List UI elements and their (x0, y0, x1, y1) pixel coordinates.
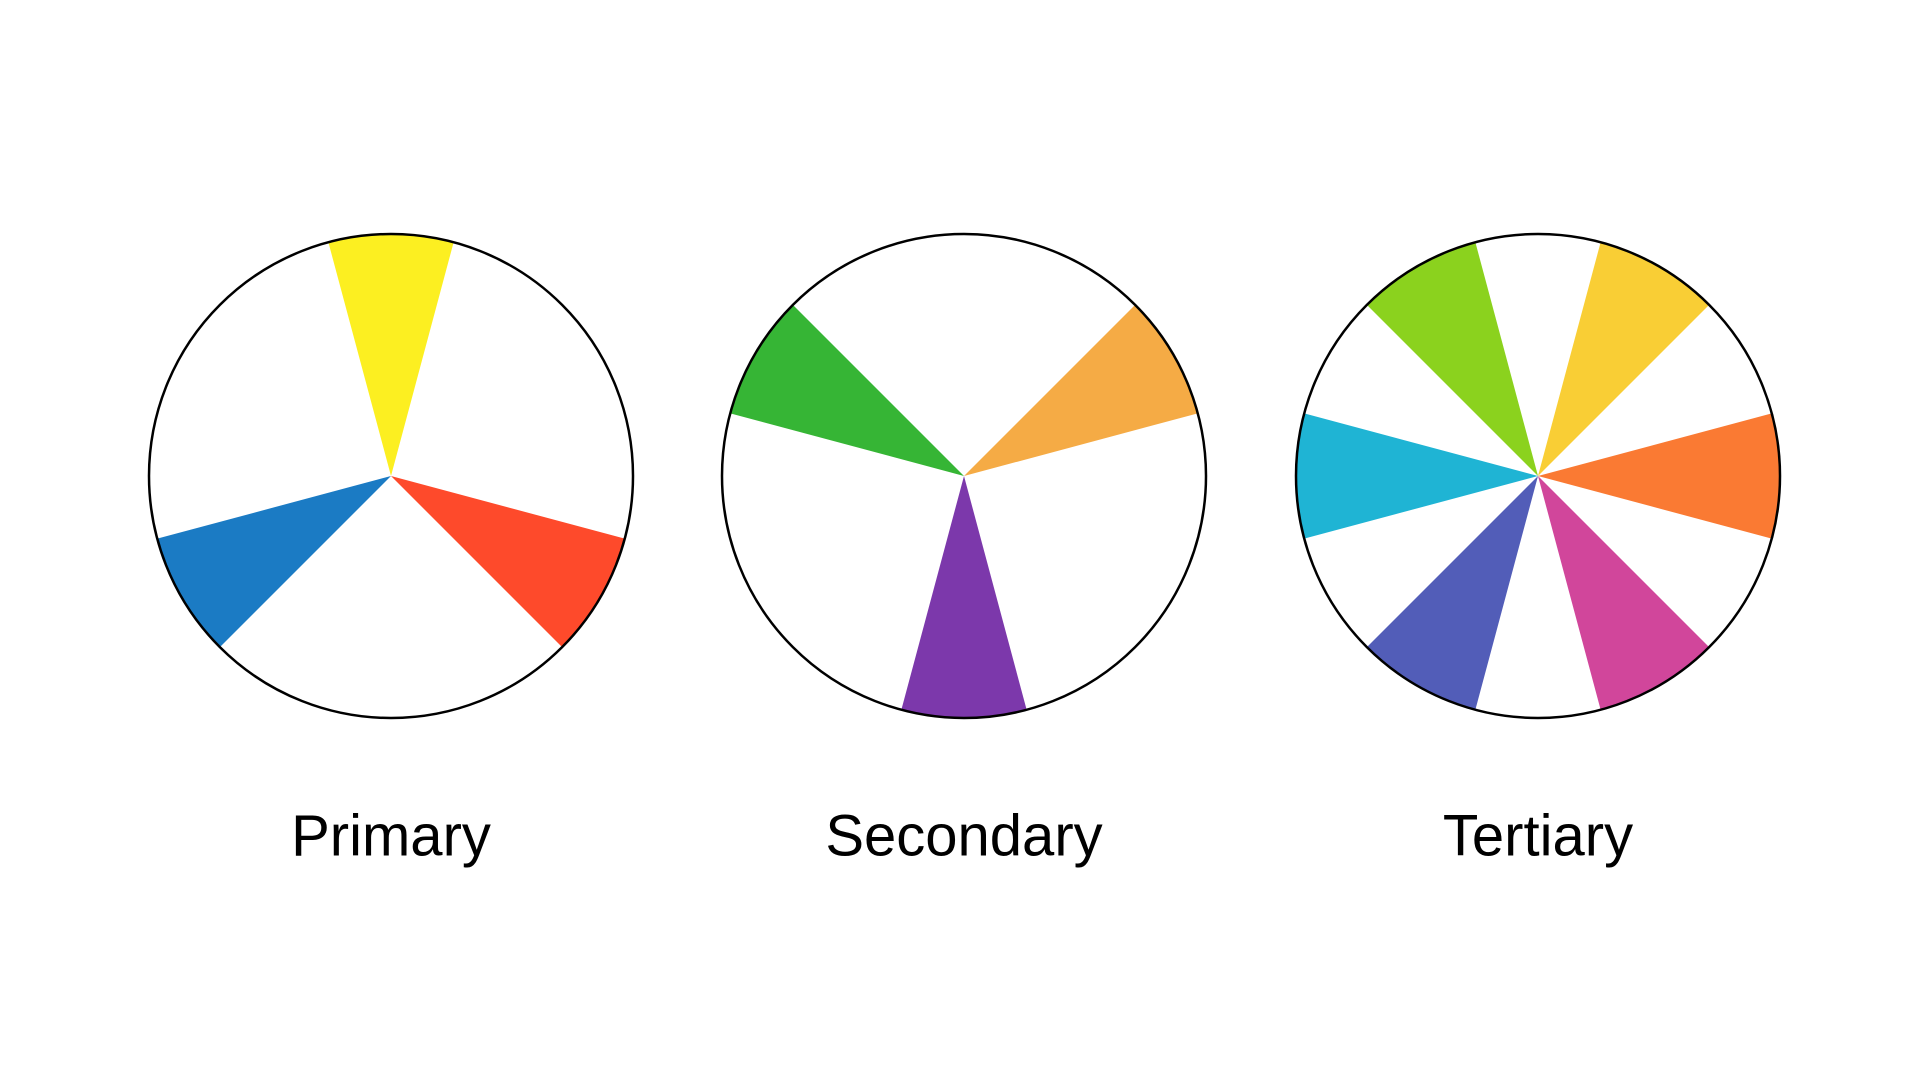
color-wedge (1538, 242, 1710, 476)
wheel-outline (147, 232, 635, 720)
color-wedge (964, 304, 1198, 476)
wheel-outline (1294, 232, 1782, 720)
color-wedge (1366, 476, 1538, 710)
color-wedge (1296, 413, 1538, 539)
wheel-label: Primary (291, 803, 491, 868)
wheel-label: Secondary (825, 803, 1102, 868)
color-wedge (1366, 242, 1538, 476)
color-wedge (328, 233, 454, 476)
color-wheel: Primary (147, 232, 635, 868)
color-wedge (901, 476, 1027, 718)
color-wedge (730, 304, 964, 476)
wheel-label: Tertiary (1443, 803, 1633, 868)
color-wedge (157, 476, 391, 648)
color-wheel: Tertiary (1294, 232, 1782, 868)
color-wedge (1538, 476, 1710, 710)
wheel-outline (720, 232, 1208, 720)
color-wheel: Secondary (720, 232, 1208, 868)
color-wedge (391, 476, 625, 648)
color-wedge (1538, 413, 1780, 539)
